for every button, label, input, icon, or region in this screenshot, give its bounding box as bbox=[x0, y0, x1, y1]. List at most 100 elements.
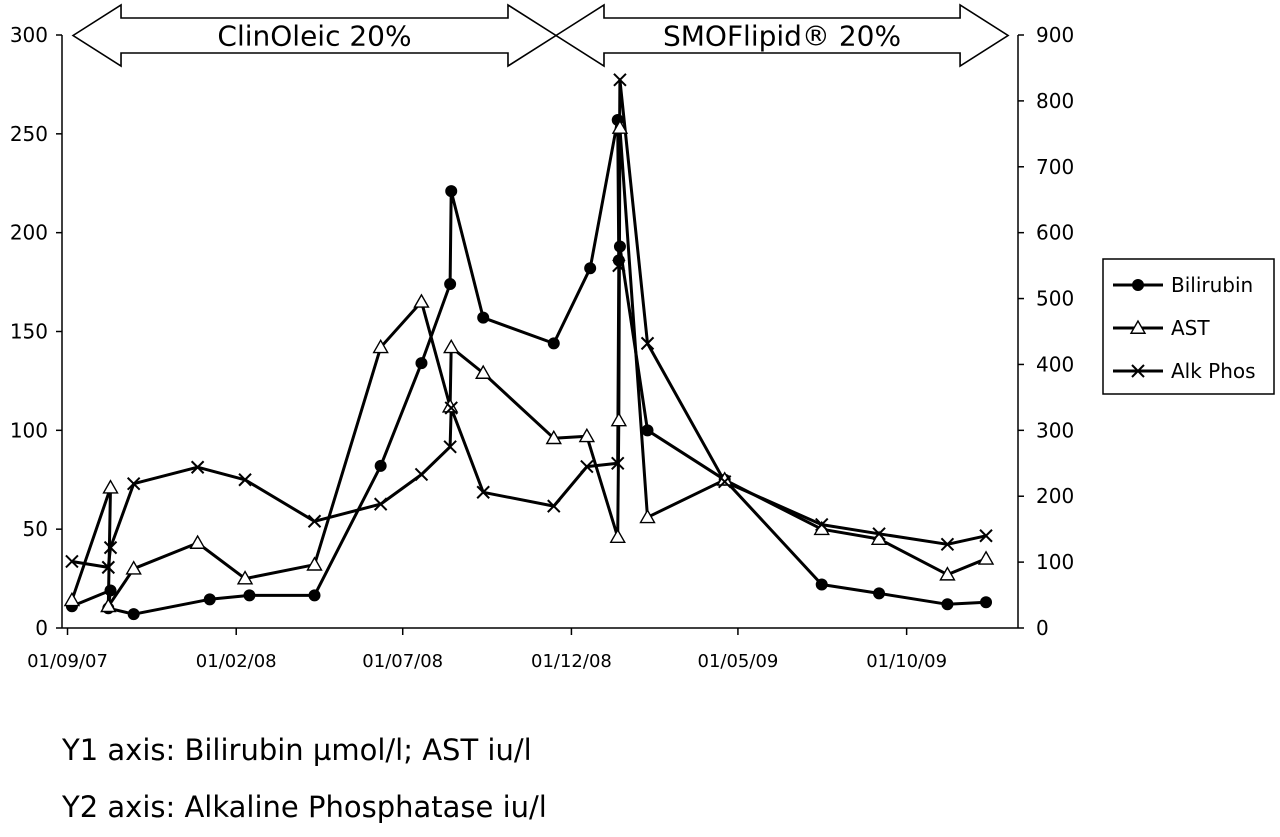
alk-phos-point bbox=[612, 258, 626, 273]
alk-phos-point bbox=[190, 460, 205, 474]
y2-tick-label: 200 bbox=[1036, 484, 1074, 508]
alk-phos-point-stroke bbox=[872, 527, 886, 541]
alk-phos-point-stroke bbox=[65, 554, 79, 569]
alk-phos-point-stroke bbox=[979, 529, 993, 543]
y2-tick-label: 0 bbox=[1036, 616, 1049, 640]
alk-phos-point bbox=[717, 475, 732, 489]
bilirubin-point bbox=[815, 578, 828, 591]
ast-point bbox=[372, 338, 389, 354]
y2-tick-label: 100 bbox=[1036, 550, 1074, 574]
ast-point bbox=[611, 119, 629, 134]
bilirubin-point bbox=[203, 593, 216, 606]
bilirubin-point bbox=[415, 357, 428, 370]
alk-phos-point-stroke bbox=[815, 517, 829, 532]
alk-phos-point bbox=[872, 527, 886, 541]
alk-phos-point bbox=[979, 529, 993, 543]
y2-tick-label: 700 bbox=[1036, 155, 1074, 179]
y1-tick-label: 100 bbox=[10, 418, 48, 442]
bilirubin-line bbox=[71, 118, 987, 616]
ast-point bbox=[939, 566, 956, 581]
ast-point bbox=[189, 534, 206, 549]
alk-phos-point bbox=[476, 485, 490, 499]
ast-point bbox=[609, 528, 626, 544]
alk-phos-point-stroke bbox=[580, 459, 594, 474]
ast-point bbox=[125, 560, 142, 575]
ast-point bbox=[977, 550, 995, 565]
axes: 0 50 100 150 200 250 300 0 100 200 300 400 500 600 700… bbox=[10, 23, 1074, 672]
legend: Bilirubin AST Alk Phos bbox=[1102, 258, 1275, 395]
bilirubin-point bbox=[980, 596, 993, 609]
y2-tick-label: 800 bbox=[1036, 89, 1074, 113]
alk-phos-point-stroke bbox=[547, 499, 561, 513]
bilirubin-point bbox=[873, 587, 886, 600]
alk-phos-point-stroke bbox=[103, 540, 118, 555]
legend-label: AST bbox=[1171, 316, 1210, 340]
ast-point bbox=[102, 479, 119, 494]
alk-phos-point-stroke bbox=[443, 440, 457, 454]
alk-phos-point bbox=[307, 514, 322, 528]
ast-point bbox=[1129, 319, 1147, 334]
y2-tick-label: 600 bbox=[1036, 221, 1074, 245]
alk-phos-point-stroke bbox=[307, 514, 322, 528]
alk-phos-point-stroke bbox=[444, 401, 458, 415]
ast-point bbox=[100, 597, 117, 613]
alk-phos-point-stroke bbox=[1131, 364, 1145, 378]
alk-phos-point-stroke bbox=[126, 476, 141, 491]
bilirubin-point bbox=[612, 254, 625, 267]
alk-phos-point-stroke bbox=[612, 258, 626, 273]
alk-phos-point-stroke bbox=[238, 473, 252, 487]
ast-point bbox=[578, 427, 596, 443]
series-lines bbox=[70, 78, 987, 616]
x-tick-label: 01/02/08 bbox=[196, 651, 277, 672]
ast-point bbox=[610, 412, 628, 427]
alk-phos-point bbox=[443, 440, 457, 454]
alk-phos-point-stroke bbox=[190, 460, 205, 474]
bilirubin-point bbox=[641, 424, 654, 437]
x-tick-label: 01/09/07 bbox=[27, 651, 108, 672]
x-tick-label: 01/10/09 bbox=[866, 651, 947, 672]
alk-phos-point-stroke bbox=[476, 485, 490, 499]
treatment-periods: ClinOleic 20% SMOFlipid® 20% bbox=[71, 3, 1010, 68]
y2-tick-label: 900 bbox=[1036, 23, 1074, 47]
ast-point bbox=[63, 591, 81, 607]
legend-label: Alk Phos bbox=[1171, 359, 1256, 383]
y2-tick-label: 500 bbox=[1036, 287, 1074, 311]
ast-point bbox=[639, 508, 656, 524]
bilirubin-point bbox=[127, 608, 140, 621]
alk-phos-point bbox=[613, 73, 627, 87]
x-tick-label: 01/05/09 bbox=[698, 651, 779, 672]
alk-phos-point-stroke bbox=[611, 456, 625, 470]
alk-phos-point bbox=[101, 560, 116, 575]
ast-point bbox=[443, 338, 460, 354]
alk-phos-point-stroke bbox=[640, 336, 655, 351]
y1-tick-label: 300 bbox=[10, 23, 48, 47]
bilirubin-point bbox=[308, 589, 321, 602]
x-tick-label: 01/12/08 bbox=[531, 651, 612, 672]
alk-phos-point bbox=[611, 456, 625, 470]
bilirubin-point bbox=[941, 598, 954, 611]
alk-phos-point-stroke bbox=[613, 73, 627, 87]
y2-tick-label: 400 bbox=[1036, 352, 1074, 376]
y1-tick-label: 0 bbox=[35, 616, 48, 640]
alk-phos-point-stroke bbox=[373, 497, 388, 511]
x-tick-label: 01/07/08 bbox=[362, 651, 443, 672]
bilirubin-point bbox=[477, 311, 490, 324]
alk-phos-point bbox=[444, 401, 458, 415]
alk-phos-point bbox=[1131, 364, 1145, 378]
alk-phos-point bbox=[126, 476, 141, 491]
bilirubin-point bbox=[374, 459, 387, 472]
ast-line bbox=[70, 126, 987, 608]
alk-phos-line bbox=[71, 78, 987, 569]
alk-phos-point bbox=[815, 517, 829, 532]
y1-axis-caption: Y1 axis: Bilirubin µmol/l; AST iu/l bbox=[62, 733, 532, 767]
y1-tick-label: 150 bbox=[10, 320, 48, 344]
y2-tick-label: 300 bbox=[1036, 418, 1074, 442]
alk-phos-point bbox=[640, 336, 655, 351]
y1-tick-label: 200 bbox=[10, 221, 48, 245]
y1-tick-label: 250 bbox=[10, 122, 48, 146]
alk-phos-point bbox=[414, 467, 429, 482]
y2-axis-caption: Y2 axis: Alkaline Phosphatase iu/l bbox=[62, 790, 547, 824]
bilirubin-point bbox=[547, 337, 560, 350]
alk-phos-point-stroke bbox=[414, 467, 429, 482]
period-arrow bbox=[554, 3, 1010, 68]
